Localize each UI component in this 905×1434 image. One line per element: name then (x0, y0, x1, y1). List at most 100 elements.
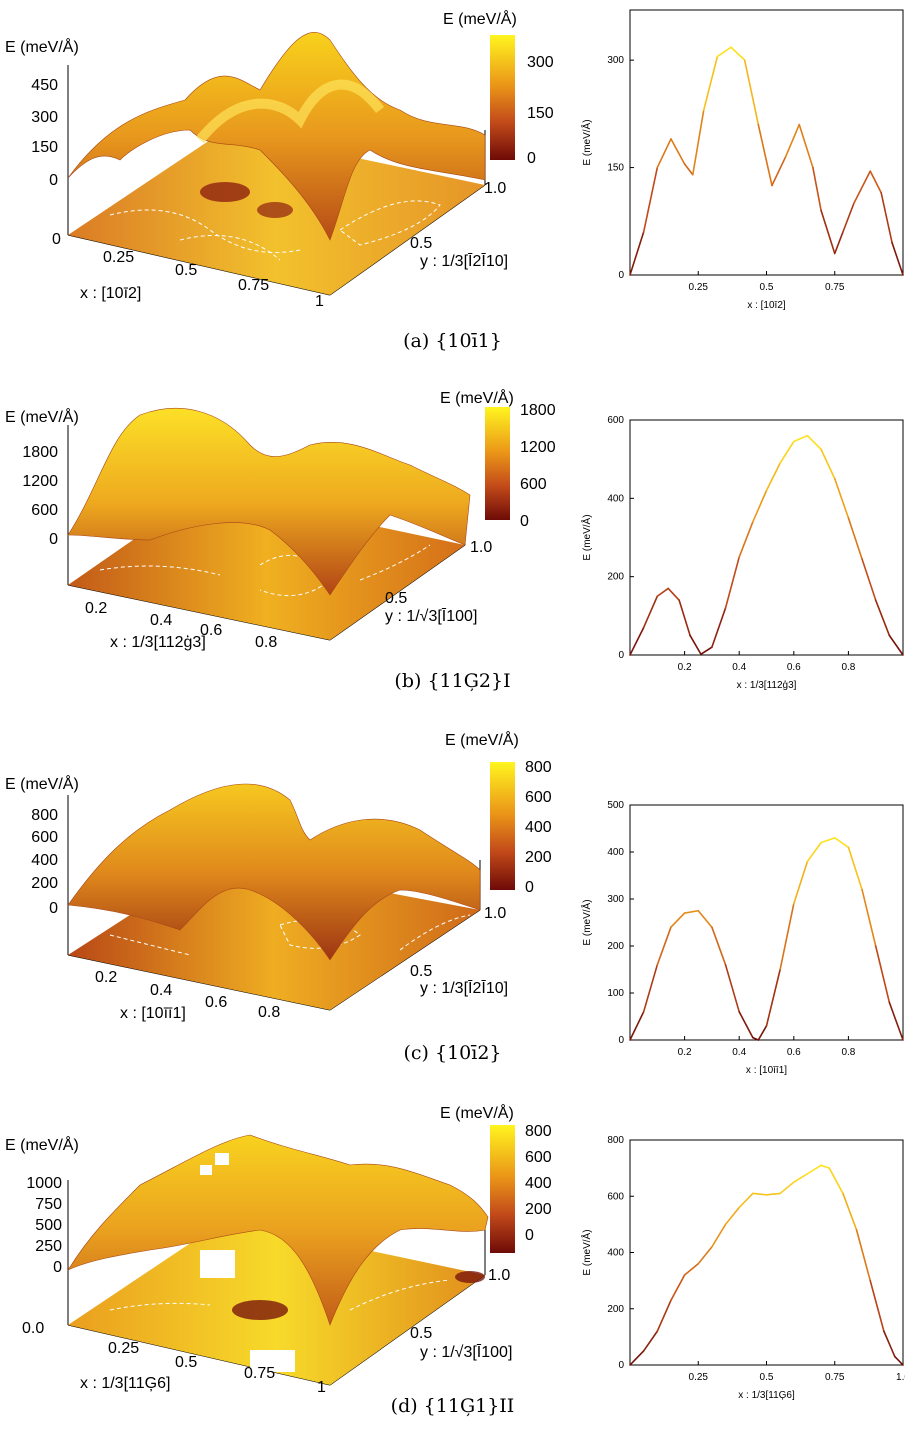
colorbar-tick: 0 (525, 1227, 534, 1244)
z-axis-label: E (meV/Å) (5, 407, 79, 426)
y-axis-label: E (meV/Å) (580, 899, 593, 945)
x-tick: 0.6 (200, 622, 222, 639)
profile-line-segment (700, 646, 713, 656)
y-tick: 1.0 (488, 1267, 510, 1284)
profile-chart-c: 0 100 200 300 400 500 0.2 0.4 0.6 0.8 x : [10īī1] E… (580, 800, 904, 1076)
profile-line-segment (812, 166, 822, 212)
panel-c: E (meV/Å) 800 600 400 200 0 0.2 0.4 0.6 … (0, 720, 905, 1076)
z-tick: 400 (31, 852, 58, 869)
z-axis-label: E (meV/Å) (5, 774, 79, 793)
profile-line-segment (738, 1011, 754, 1039)
panel-d: E (meV/Å) 1000 750 500 250 0 0.0 0.25 0.… (0, 1095, 905, 1434)
colorbar-tick: 0 (525, 879, 534, 896)
colorbar-tick: 1800 (520, 402, 556, 419)
profile-line-segment (738, 521, 754, 558)
profile-line-segment (894, 1355, 904, 1366)
colorbar-tick: 200 (525, 1201, 552, 1218)
profile-chart-b: 0 200 400 600 0.2 0.4 0.6 0.8 x : 1/3[112ģ3] E (m… (580, 415, 904, 691)
z-tick: 250 (35, 1238, 62, 1255)
energy-surface (67, 1134, 489, 1326)
x-tick: 0.25 (108, 1340, 139, 1357)
panel-a: E (meV/Å) 450 300 150 0 0 0.25 0.5 0.75 … (0, 0, 905, 365)
plot-frame (629, 419, 904, 656)
colorbar-tick: 800 (525, 759, 552, 776)
profile-line-segment (874, 945, 891, 1004)
profile-line-segment (667, 587, 680, 601)
x-tick-label: 0.5 (760, 1372, 774, 1383)
x-axis-label: x : 1/3[11Ģ6] (80, 1375, 170, 1392)
profile-chart-a: 0 150 300 0.25 0.5 0.75 x : [10ī2] E (meV/Å) (580, 9, 904, 311)
colorbar (490, 1125, 515, 1253)
panel-b: E (meV/Å) 1800 1200 600 0 0.2 0.4 0.6 0.… (0, 365, 905, 710)
profile-line-segment (869, 1279, 885, 1333)
profile-line-segment (765, 462, 781, 492)
profile-line-segment (853, 170, 872, 205)
profile-line-segment (642, 964, 659, 1013)
surface-plot-b: E (meV/Å) 1800 1200 600 0 0.2 0.4 0.6 0.… (5, 388, 556, 651)
profile-line-segment (855, 1229, 872, 1282)
colorbar-tick: 300 (527, 54, 554, 71)
profile-line-segment (757, 123, 773, 187)
profile-line-segment (678, 599, 691, 637)
profile-line-segment (656, 1299, 672, 1333)
profile-line-segment (730, 46, 746, 61)
y-tick-label: 600 (607, 1191, 624, 1202)
z-tick: 1000 (26, 1175, 62, 1192)
profile-line-segment (642, 1330, 659, 1352)
y-tick-label: 0 (618, 270, 624, 281)
profile-line-segment (697, 1246, 713, 1265)
x-axis-label: x : 1/3[11Ģ6] (738, 1390, 795, 1401)
profile-line-segment (629, 231, 645, 276)
profile-line-segment (691, 109, 705, 176)
x-tick: 1 (317, 1379, 326, 1395)
colorbar-label: E (meV/Å) (445, 730, 519, 749)
y-tick-label: 400 (607, 847, 624, 858)
z-axis-label: E (meV/Å) (5, 1135, 79, 1154)
y-tick-label: 400 (607, 493, 624, 504)
colorbar-tick: 0 (527, 150, 536, 167)
y-tick-label: 600 (607, 415, 624, 426)
x-axis-label: x : [10ī2] (747, 300, 786, 311)
profile-line-segment (888, 1001, 904, 1041)
y-tick: 1.0 (470, 539, 492, 556)
profile-line-segment (724, 964, 740, 1013)
profile-line-segment (670, 1274, 686, 1302)
colorbar-tick: 600 (525, 789, 552, 806)
profile-line-segment (806, 1164, 822, 1175)
z-tick: 450 (31, 77, 58, 94)
caption-a: (a) {10ī1} (403, 330, 502, 352)
x-tick: 0.2 (95, 969, 117, 986)
profile-line-segment (771, 156, 787, 187)
profile-line-segment (711, 607, 727, 648)
y-tick-label: 100 (607, 988, 624, 999)
z-axis-label: E (meV/Å) (5, 37, 79, 56)
x-tick-label: 0.5 (760, 282, 774, 293)
profile-line-segment (629, 1011, 645, 1041)
profile-line-segment (861, 888, 877, 947)
y-tick: 1.0 (484, 905, 506, 922)
x-tick: 1 (315, 293, 324, 310)
x-tick-label: 0.25 (689, 282, 709, 293)
profile-line-segment (869, 170, 882, 194)
colorbar-tick: 600 (520, 476, 547, 493)
profile-line-segment (757, 1025, 768, 1041)
x-axis-label: x : [10ī2] (80, 285, 141, 302)
y-tick: 0.5 (410, 1325, 432, 1342)
profile-line-segment (883, 1330, 896, 1358)
x-tick-label: 0.4 (732, 1047, 746, 1058)
profile-line-segment (683, 163, 694, 176)
profile-line-segment (743, 59, 760, 126)
x-tick-label: 0.75 (825, 1372, 845, 1383)
profile-line-segment (689, 634, 702, 656)
profile-line-segment (779, 902, 795, 971)
z-tick: 750 (35, 1196, 62, 1213)
z-tick: 0 (49, 900, 58, 917)
x-tick: 0.8 (258, 1004, 280, 1021)
profile-line-segment (724, 1206, 740, 1226)
profile-line-segment (656, 587, 670, 598)
profile-line-segment (738, 1192, 754, 1209)
profile-line-segment (833, 231, 844, 255)
x-tick-label: 0.75 (825, 282, 845, 293)
z-tick: 1800 (22, 444, 58, 461)
colorbar-tick: 150 (527, 105, 554, 122)
